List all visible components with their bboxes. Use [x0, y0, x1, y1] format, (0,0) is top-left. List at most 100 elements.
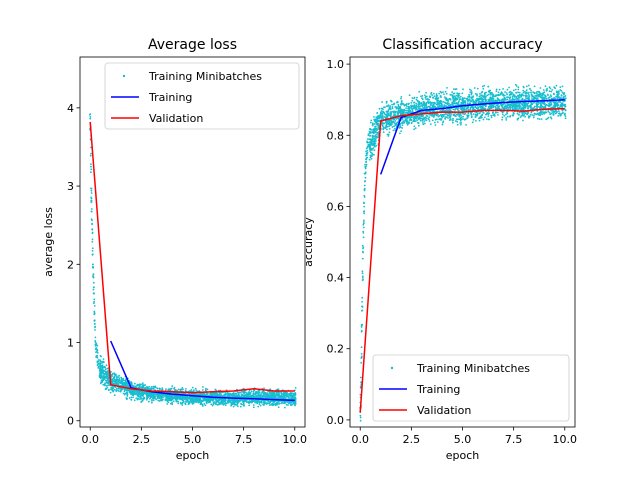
- minibatch-point: [289, 403, 292, 406]
- minibatch-point: [433, 95, 436, 98]
- minibatch-point: [237, 392, 240, 395]
- minibatch-point: [93, 312, 96, 315]
- minibatch-point: [266, 392, 268, 394]
- minibatch-point: [259, 404, 262, 407]
- minibatch-point: [536, 91, 538, 93]
- minibatch-point: [241, 399, 244, 402]
- minibatch-point: [231, 403, 234, 406]
- minibatch-point: [421, 103, 424, 105]
- minibatch-point: [389, 105, 391, 107]
- minibatch-point: [214, 398, 217, 401]
- legend-box: [104, 62, 300, 130]
- minibatch-point: [365, 165, 367, 168]
- minibatch-point: [147, 393, 150, 395]
- minibatch-point: [193, 397, 196, 400]
- minibatch-point: [437, 113, 439, 116]
- minibatch-point: [168, 397, 171, 400]
- minibatch-point: [467, 114, 470, 117]
- minibatch-point: [102, 375, 105, 378]
- minibatch-point: [484, 116, 486, 119]
- minibatch-point: [513, 96, 516, 98]
- minibatch-point: [144, 391, 147, 394]
- minibatch-point: [467, 115, 470, 118]
- minibatch-point: [212, 402, 215, 405]
- minibatch-point: [276, 397, 279, 400]
- minibatch-point: [143, 384, 146, 387]
- minibatch-point: [156, 387, 159, 390]
- minibatch-point: [131, 384, 134, 387]
- minibatch-point: [114, 386, 117, 388]
- minibatch-point: [447, 112, 450, 115]
- minibatch-point: [558, 110, 560, 113]
- minibatch-point: [166, 399, 169, 402]
- minibatch-point: [152, 386, 155, 388]
- minibatch-point: [212, 398, 215, 401]
- minibatch-point: [294, 397, 297, 400]
- minibatch-point: [190, 389, 193, 391]
- minibatch-point: [113, 372, 116, 375]
- minibatch-point: [238, 399, 241, 401]
- minibatch-point: [245, 401, 248, 403]
- minibatch-point: [454, 120, 457, 122]
- minibatch-point: [387, 104, 390, 107]
- minibatch-point: [362, 223, 365, 226]
- minibatch-point: [429, 96, 431, 99]
- y-tick-label: 4: [67, 102, 74, 115]
- minibatch-point: [511, 97, 514, 100]
- minibatch-point: [508, 94, 511, 96]
- minibatch-point: [199, 401, 201, 404]
- minibatch-point: [532, 116, 535, 119]
- minibatch-point: [268, 391, 271, 394]
- minibatch-point: [550, 95, 552, 98]
- minibatch-point: [375, 118, 377, 121]
- minibatch-point: [365, 163, 368, 166]
- minibatch-point: [411, 109, 414, 112]
- minibatch-point: [440, 103, 443, 106]
- minibatch-point: [401, 124, 404, 126]
- minibatch-point: [392, 129, 395, 132]
- minibatch-point: [418, 116, 421, 119]
- y-tick-label: 1: [67, 337, 74, 350]
- minibatch-point: [546, 117, 549, 120]
- minibatch-point: [215, 399, 218, 402]
- minibatch-point: [496, 111, 499, 114]
- minibatch-point: [562, 100, 565, 102]
- minibatch-point: [361, 244, 364, 247]
- minibatch-point: [369, 134, 372, 137]
- minibatch-point: [215, 393, 218, 395]
- minibatch-point: [391, 107, 394, 110]
- minibatch-point: [246, 393, 249, 395]
- minibatch-point: [481, 114, 483, 117]
- minibatch-point: [106, 381, 108, 383]
- minibatch-point: [463, 100, 465, 103]
- minibatch-point: [132, 393, 135, 395]
- minibatch-point: [491, 111, 494, 114]
- minibatch-point: [211, 393, 213, 395]
- minibatch-point: [157, 396, 159, 398]
- minibatch-point: [436, 101, 439, 104]
- minibatch-point: [285, 403, 288, 406]
- minibatch-point: [272, 404, 274, 406]
- minibatch-point: [218, 401, 220, 404]
- minibatch-point: [497, 91, 500, 94]
- minibatch-point: [374, 140, 377, 143]
- minibatch-point: [374, 137, 377, 139]
- minibatch-point: [175, 400, 178, 403]
- minibatch-point: [438, 114, 441, 117]
- minibatch-point: [411, 97, 414, 99]
- minibatch-point: [139, 398, 142, 400]
- minibatch-point: [418, 100, 421, 103]
- minibatch-point: [533, 114, 535, 117]
- minibatch-point: [487, 115, 490, 117]
- minibatch-point: [428, 116, 431, 119]
- minibatch-point: [479, 92, 481, 95]
- minibatch-point: [93, 300, 96, 303]
- minibatch-point: [508, 86, 510, 89]
- minibatch-point: [103, 373, 105, 376]
- minibatch-point: [167, 401, 170, 404]
- minibatch-point: [123, 390, 126, 393]
- minibatch-point: [242, 394, 245, 396]
- minibatch-point: [138, 398, 141, 400]
- minibatch-point: [142, 395, 145, 397]
- minibatch-point: [408, 94, 411, 97]
